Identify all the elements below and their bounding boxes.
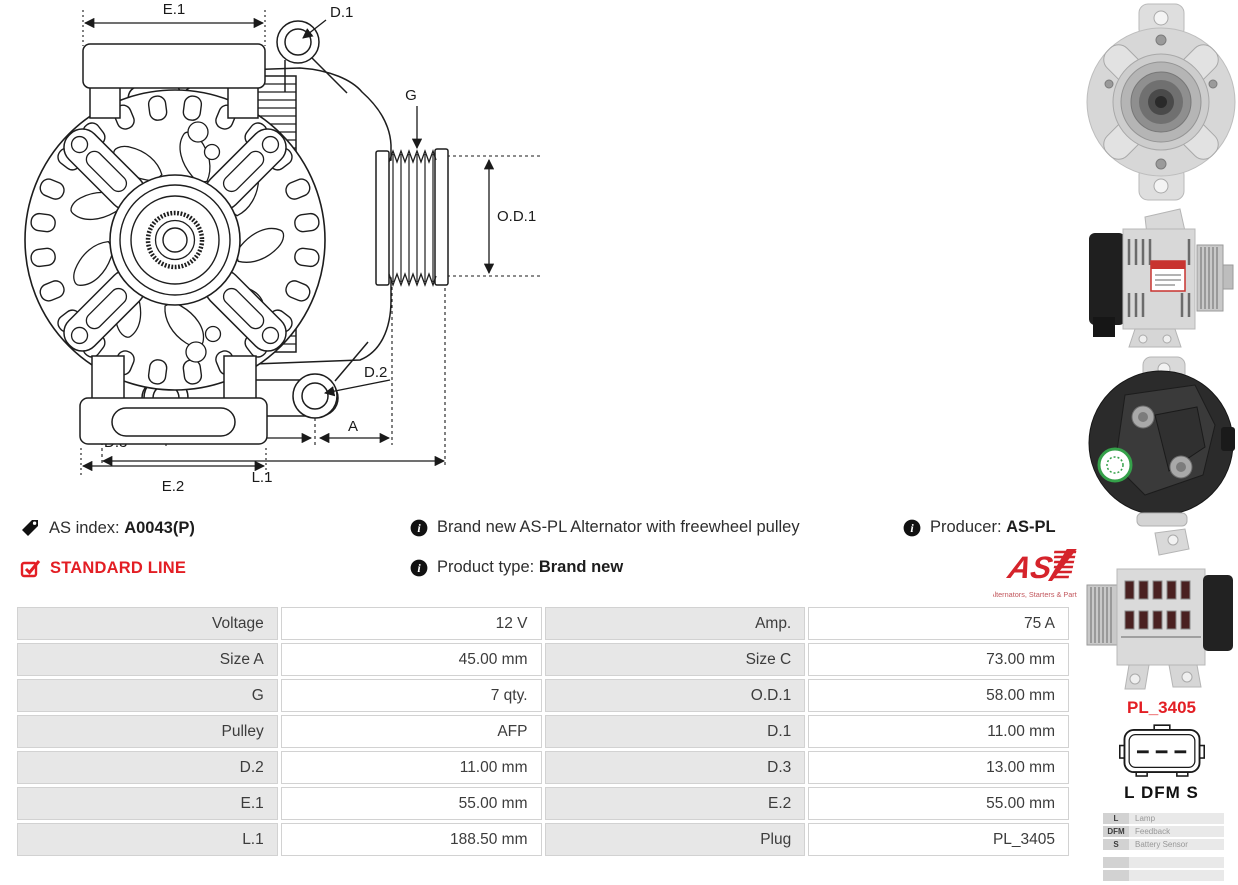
plug-connector-diagram — [1118, 724, 1205, 777]
dim-label-od1: O.D.1 — [497, 208, 536, 225]
spec-label-cell: Size A — [17, 643, 278, 676]
spec-label-cell: E.1 — [17, 787, 278, 820]
legend-desc: Battery Sensor — [1129, 839, 1224, 850]
info-icon: i — [903, 519, 921, 536]
spec-label-cell: Size C — [544, 643, 806, 676]
table-row: Voltage 12 V Amp. 75 A — [17, 607, 1069, 640]
spec-label-cell: D.2 — [17, 751, 278, 784]
legend-row: L Lamp — [1103, 813, 1224, 824]
dim-label-d2: D.2 — [364, 364, 387, 381]
spec-value-cell: 45.00 mm — [280, 643, 542, 676]
extension-lines — [80, 10, 267, 478]
svg-text:i: i — [910, 521, 914, 535]
legend-desc: Feedback — [1129, 826, 1224, 837]
producer-value: AS-PL — [1006, 518, 1056, 536]
description-text: Brand new AS-PL Alternator with freewhee… — [437, 518, 800, 536]
spec-label-cell: E.2 — [544, 787, 806, 820]
plug-pins-label: L DFM S — [1124, 783, 1199, 802]
front-view-diagram: E.1 E.2 — [24, 1, 326, 495]
svg-text:i: i — [417, 521, 421, 535]
standard-line-label: STANDARD LINE — [50, 558, 187, 577]
spec-value-cell: 13.00 mm — [808, 751, 1069, 784]
spec-label-cell: O.D.1 — [544, 679, 806, 712]
spec-value-cell: 73.00 mm — [808, 643, 1069, 676]
spec-label-cell: Plug — [544, 823, 806, 856]
table-row: Size A 45.00 mm Size C 73.00 mm — [17, 643, 1069, 676]
product-photo-side-pulley-right[interactable] — [1085, 205, 1238, 353]
dim-label-e2: E.2 — [162, 478, 185, 495]
product-type: i Product type: Brand new — [410, 558, 623, 577]
bottom-bracket — [79, 355, 268, 445]
spec-label-cell: Voltage — [17, 607, 278, 640]
legend-row-empty — [1103, 870, 1224, 881]
as-index-value: A0043(P) — [124, 518, 195, 537]
spec-value-cell: 12 V — [280, 607, 542, 640]
dim-label-e1: E.1 — [163, 1, 186, 18]
as-index: AS index: A0043(P) — [20, 518, 195, 538]
dim-label-g: G — [405, 87, 417, 104]
pulley-hub — [109, 174, 241, 306]
logo-as-text: AS — [1004, 550, 1055, 585]
dim-label-a: A — [348, 418, 358, 435]
dim-label-d1: D.1 — [330, 4, 353, 21]
plug-legend: L Lamp DFM Feedback S Battery Sensor — [1103, 813, 1224, 881]
as-index-label: AS index: — [49, 518, 120, 537]
spec-label-cell: D.3 — [544, 751, 806, 784]
spec-label-cell: Pulley — [17, 715, 278, 748]
product-info: AS index: A0043(P) STANDARD LINE i Brand… — [0, 512, 1085, 604]
legend-row-empty — [1103, 857, 1224, 868]
spec-label-cell: G — [17, 679, 278, 712]
producer-label: Producer: — [930, 518, 1002, 536]
spec-value-cell: 188.50 mm — [280, 823, 542, 856]
product-photo-side-pulley-left[interactable] — [1085, 527, 1238, 695]
spec-value-cell: 7 qty. — [280, 679, 542, 712]
spec-value-cell: PL_3405 — [808, 823, 1069, 856]
producer: i Producer: AS-PL — [903, 518, 1056, 537]
table-row: G 7 qty. O.D.1 58.00 mm — [17, 679, 1069, 712]
legend-code: S — [1103, 839, 1129, 850]
product-description: i Brand new AS-PL Alternator with freewh… — [410, 518, 800, 537]
spec-value-cell: 58.00 mm — [808, 679, 1069, 712]
product-photo-rear[interactable] — [1085, 355, 1238, 527]
legend-row: S Battery Sensor — [1103, 839, 1224, 850]
table-row: Pulley AFP D.1 11.00 mm — [17, 715, 1069, 748]
standard-line-badge: STANDARD LINE — [20, 558, 186, 578]
top-bracket — [82, 43, 266, 119]
spec-value-cell: 75 A — [808, 607, 1069, 640]
checkbox-checked-icon — [20, 560, 41, 578]
product-type-value: Brand new — [538, 558, 624, 576]
tag-icon — [22, 520, 38, 536]
product-photo-front[interactable] — [1085, 0, 1238, 205]
table-row: L.1 188.50 mm Plug PL_3405 — [17, 823, 1069, 856]
dimension-lines — [81, 17, 266, 472]
specs-table: Voltage 12 V Amp. 75 A Size A 45.00 mm S… — [14, 604, 1072, 859]
plug-panel: PL_3405 L DFM S L Lamp DFM F — [1085, 698, 1238, 883]
table-row: D.2 11.00 mm D.3 13.00 mm — [17, 751, 1069, 784]
info-icon: i — [410, 559, 428, 576]
bolt-holes — [185, 121, 222, 363]
legend-code: DFM — [1103, 826, 1129, 837]
legend-row: DFM Feedback — [1103, 826, 1224, 837]
table-row: E.1 55.00 mm E.2 55.00 mm — [17, 787, 1069, 820]
spec-label-cell: Amp. — [544, 607, 806, 640]
dim-label-l1: L.1 — [252, 469, 273, 486]
spec-label-cell: L.1 — [17, 823, 278, 856]
as-pl-logo: AS Alternators, Starters & Parts — [990, 548, 1081, 604]
info-icon: i — [410, 519, 428, 536]
legend-code: L — [1103, 813, 1129, 824]
legend-desc: Lamp — [1129, 813, 1224, 824]
logo-tagline: Alternators, Starters & Parts — [993, 590, 1077, 599]
spec-value-cell: 11.00 mm — [808, 715, 1069, 748]
plug-name: PL_3405 — [1127, 698, 1196, 717]
spec-value-cell: 11.00 mm — [280, 751, 542, 784]
spec-value-cell: 55.00 mm — [280, 787, 542, 820]
spec-value-cell: AFP — [280, 715, 542, 748]
spec-value-cell: 55.00 mm — [808, 787, 1069, 820]
product-type-label: Product type: — [437, 558, 535, 576]
spec-label-cell: D.1 — [544, 715, 806, 748]
svg-text:i: i — [417, 561, 421, 575]
